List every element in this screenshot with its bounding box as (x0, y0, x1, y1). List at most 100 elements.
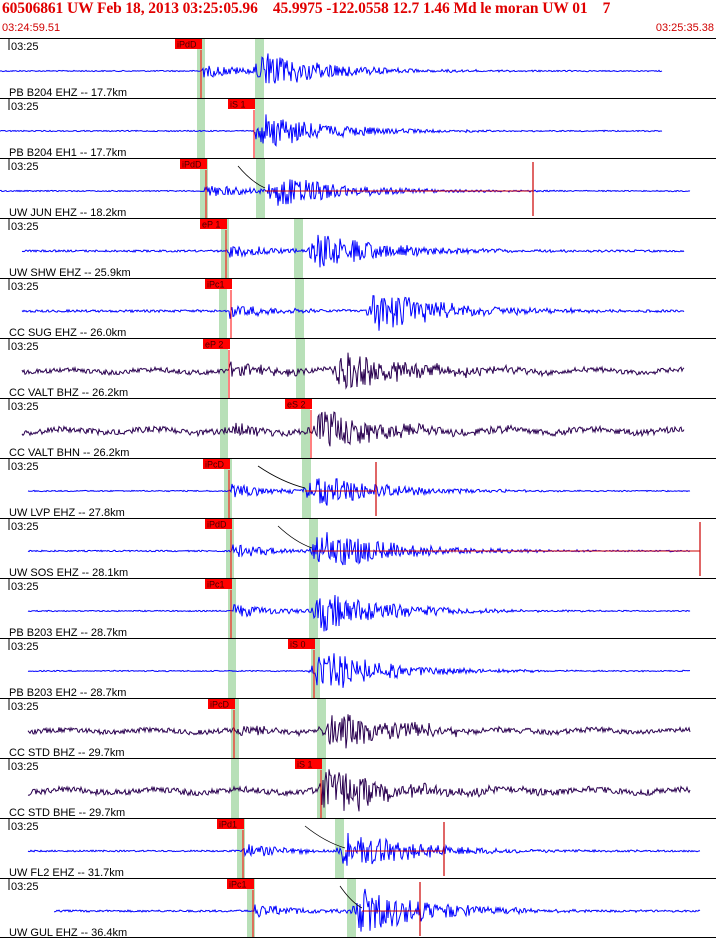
travel-time-curve (257, 465, 306, 489)
pick-marker[interactable] (205, 279, 232, 289)
trace-panel[interactable]: eP 2 03:25 CC VALT BHZ -- 26.2km (0, 338, 716, 399)
pick-marker[interactable] (228, 99, 255, 109)
trace-panel[interactable]: iPc1 03:25 PB B203 EHZ -- 28.7km (0, 578, 716, 639)
p-arrival-band (224, 458, 232, 518)
station-label: UW GUL EHZ -- 36.4km (9, 927, 127, 938)
panel-time-label: 03:25 (11, 521, 39, 533)
waveform (21, 411, 685, 447)
pick-label: iPcD (210, 700, 230, 710)
station-label: PB B204 EH1 -- 17.7km (9, 147, 126, 159)
pick-marker[interactable] (208, 699, 235, 709)
panel-time-label: 03:25 (11, 461, 39, 473)
trace-panel[interactable]: iS 1 03:25 PB B204 EH1 -- 17.7km (0, 98, 716, 159)
pick-label: iPdD (207, 520, 227, 530)
station-label: CC STD BHZ -- 29.7km (9, 747, 125, 759)
pick-marker[interactable] (203, 339, 230, 349)
station-label: CC VALT BHN -- 26.2km (9, 447, 129, 459)
end-time-label: 03:25:35.38 (655, 22, 714, 34)
p-arrival-band (226, 518, 234, 578)
station-label: CC SUG EHZ -- 26.0km (9, 327, 126, 339)
p-arrival-band (221, 218, 229, 278)
waveform (21, 352, 685, 390)
station-label: PB B204 EHZ -- 17.7km (9, 87, 127, 99)
pick-marker[interactable] (288, 639, 315, 649)
pick-label: iPdD (177, 40, 197, 50)
station-label: PB B203 EH2 -- 28.7km (9, 687, 126, 699)
p-arrival-band (228, 638, 236, 698)
pick-marker[interactable] (217, 819, 244, 829)
pick-marker[interactable] (227, 879, 254, 889)
trace-panel[interactable]: iS 1 03:25 CC STD BHE -- 29.7km (0, 758, 716, 819)
waveform (27, 594, 691, 632)
travel-time-curve (237, 165, 266, 189)
station-label: CC VALT BHZ -- 26.2km (9, 387, 128, 399)
trace-panel[interactable]: iPd1 03:25 UW FL2 EHZ -- 31.7km (0, 818, 716, 879)
pick-label: eS 2 (287, 400, 306, 410)
panel-time-label: 03:25 (11, 401, 39, 413)
pick-label: iPdD (182, 160, 202, 170)
seismogram-panels[interactable]: iPdD 03:25 PB B204 EHZ -- 17.7km iS 1 03:25 P… (0, 38, 716, 938)
pick-label: iS 1 (297, 760, 313, 770)
panel-time-label: 03:25 (11, 101, 39, 113)
trace-panel[interactable]: iPdD 03:25 UW SOS EHZ -- 28.1km (0, 518, 716, 579)
pick-label: iPc1 (207, 280, 225, 290)
panel-time-label: 03:25 (11, 581, 39, 593)
s-arrival-band (295, 278, 304, 338)
waveform (27, 832, 701, 866)
waveform (0, 179, 691, 206)
station-label: UW JUN EHZ -- 18.2km (9, 207, 126, 219)
waveform (53, 888, 701, 932)
trace-panel[interactable]: iPcD 03:25 UW LVP EHZ -- 27.8km (0, 458, 716, 519)
trace-panel[interactable]: iPc1 03:25 CC SUG EHZ -- 26.0km (0, 278, 716, 339)
trace-panel[interactable]: iPdD 03:25 UW JUN EHZ -- 18.2km (0, 158, 716, 219)
s-arrival-band (294, 218, 303, 278)
trace-panel[interactable]: eP 1 03:25 UW SHW EHZ -- 25.9km (0, 218, 716, 279)
pick-marker[interactable] (295, 759, 322, 769)
s-arrival-band (311, 638, 320, 698)
waveform (27, 714, 691, 749)
p-arrival-band (247, 878, 255, 938)
pick-marker[interactable] (285, 399, 312, 409)
travel-time-curve (277, 525, 313, 549)
p-arrival-band (220, 398, 228, 458)
s-arrival-band (296, 338, 305, 398)
pick-label: iPc1 (229, 880, 247, 890)
panel-time-label: 03:25 (11, 881, 39, 893)
trace-panel[interactable]: iPdD 03:25 PB B204 EHZ -- 17.7km (0, 38, 716, 99)
trace-panel[interactable]: eS 2 03:25 CC VALT BHN -- 26.2km (0, 398, 716, 459)
pick-marker[interactable] (180, 159, 207, 169)
p-arrival-band (231, 758, 239, 818)
s-arrival-band (255, 38, 264, 98)
pick-marker[interactable] (203, 459, 230, 469)
station-label: UW LVP EHZ -- 27.8km (9, 507, 125, 519)
panel-time-label: 03:25 (11, 641, 39, 653)
panel-time-label: 03:25 (11, 41, 39, 53)
waveform (27, 478, 691, 506)
pick-marker[interactable] (205, 579, 232, 589)
station-label: UW FL2 EHZ -- 31.7km (9, 867, 124, 879)
pick-marker[interactable] (205, 519, 232, 529)
panel-time-label: 03:25 (11, 161, 39, 173)
event-header: 60506861 UW Feb 18, 2013 03:25:05.96 45.… (0, 0, 716, 38)
station-label: UW SOS EHZ -- 28.1km (9, 567, 128, 579)
panel-time-label: 03:25 (11, 701, 39, 713)
waveform (27, 532, 691, 566)
pick-marker[interactable] (175, 39, 202, 49)
trace-panel[interactable]: iPc1 03:25 UW GUL EHZ -- 36.4km (0, 878, 716, 938)
panel-time-label: 03:25 (11, 341, 39, 353)
waveform (21, 234, 685, 268)
s-arrival-band (309, 578, 318, 638)
pick-marker[interactable] (200, 219, 227, 229)
p-arrival-band (220, 338, 228, 398)
p-arrival-band (219, 278, 227, 338)
waveform (0, 53, 663, 84)
trace-panel[interactable]: iPcD 03:25 CC STD BHZ -- 29.7km (0, 698, 716, 759)
waveform (21, 295, 685, 331)
trace-panel[interactable]: iS 0 03:25 PB B203 EH2 -- 28.7km (0, 638, 716, 699)
p-arrival-band (200, 158, 208, 218)
p-arrival-band (237, 818, 245, 878)
pick-label: iPc1 (207, 580, 225, 590)
s-arrival-band (255, 98, 264, 158)
p-arrival-band (231, 698, 239, 758)
s-arrival-band (302, 458, 311, 518)
